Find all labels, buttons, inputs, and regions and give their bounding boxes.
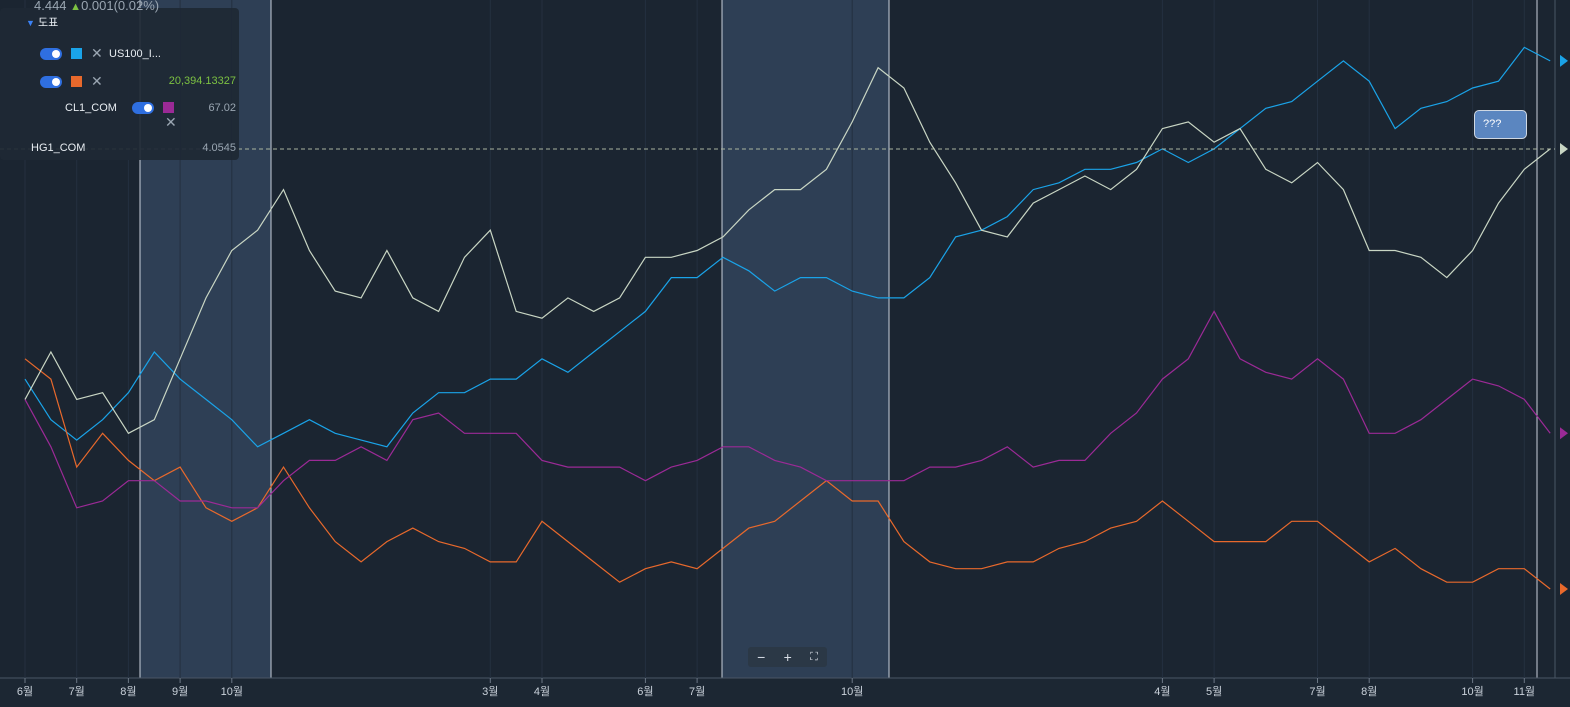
fullscreen[interactable]: ⛶: [810, 650, 818, 663]
series-name: US100_I...: [109, 48, 161, 60]
price: 4.444: [34, 0, 67, 13]
x-tick-label: 9월: [172, 685, 188, 698]
collapse-icon[interactable]: ▼: [26, 18, 35, 28]
x-tick-label: 6월: [637, 685, 653, 698]
series-value: 20,394.13327: [168, 75, 236, 87]
last-value-marker: [1560, 582, 1568, 595]
x-tick-label: 8월: [1361, 685, 1377, 698]
x-tick-label: 10월: [1461, 685, 1483, 698]
series-line: [24, 66, 1551, 435]
x-tick-label: 7월: [689, 685, 705, 698]
series-name: HG1_COM: [31, 142, 86, 154]
color-swatch[interactable]: [71, 48, 82, 59]
up-arrow: ▲: [70, 1, 82, 13]
x-tick-label: 5월: [1206, 685, 1222, 698]
zoom-controls: − + ⛶: [748, 647, 827, 667]
x-tick-label: 3월: [482, 685, 498, 698]
remove-button[interactable]: ✕: [91, 73, 103, 89]
legend-panel: ▼ 도표 ✕ US100_I... ✕ 20,394.13327 CL1_COM…: [0, 8, 239, 160]
remove-button[interactable]: ✕: [165, 114, 177, 130]
last-value-marker: [1560, 54, 1568, 67]
series-name: CL1_COM: [65, 102, 117, 114]
remove-button[interactable]: ✕: [91, 45, 103, 61]
series-line: [24, 310, 1551, 509]
color-swatch[interactable]: [71, 76, 82, 87]
x-tick-label: 10월: [841, 685, 863, 698]
price-header: 4.444 ▲0.001(0.02%): [34, 0, 159, 13]
callout[interactable]: ???: [1474, 110, 1527, 139]
x-tick-label: 7월: [1309, 685, 1325, 698]
toggle[interactable]: [40, 76, 62, 88]
last-value-marker: [1560, 427, 1568, 440]
zoom-out[interactable]: −: [757, 649, 766, 665]
x-tick-label: 10월: [221, 685, 243, 698]
toggle[interactable]: [40, 48, 62, 60]
x-tick-label: 6월: [17, 685, 33, 698]
legend-title: 도표: [37, 17, 59, 29]
highlight-range: [722, 0, 889, 678]
last-value-marker: [1560, 142, 1568, 155]
zoom-in[interactable]: +: [783, 649, 792, 665]
color-swatch[interactable]: [163, 102, 174, 113]
toggle[interactable]: [132, 102, 154, 114]
callout-text: ???: [1483, 118, 1502, 130]
x-tick-label: 4월: [1154, 685, 1170, 698]
series-value: 67.02: [208, 102, 236, 114]
x-axis-area: [0, 678, 1570, 707]
series-line: [24, 46, 1551, 448]
x-tick-label: 7월: [69, 685, 85, 698]
x-tick-label: 8월: [120, 685, 136, 698]
series-line: [24, 358, 1551, 590]
change: 0.001(0.02%): [81, 0, 160, 13]
x-tick-label: 11월: [1514, 685, 1536, 698]
series-value: 4.0545: [202, 142, 236, 154]
x-tick-label: 4월: [534, 685, 550, 698]
